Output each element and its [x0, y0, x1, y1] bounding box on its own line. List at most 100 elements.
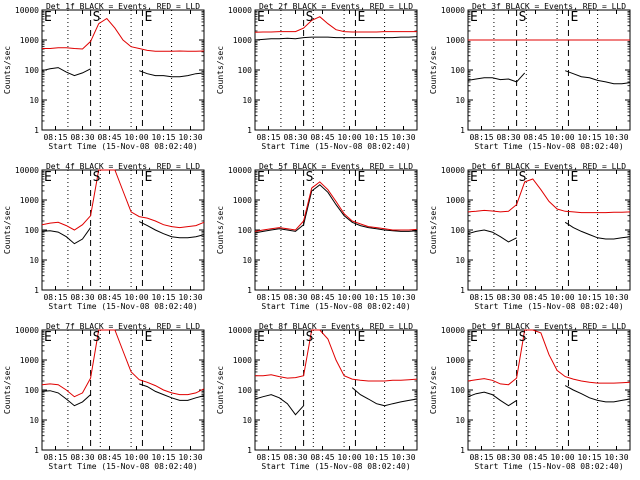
interval-marker-s: S	[519, 330, 527, 345]
x-tick-label: 08:45	[310, 293, 334, 302]
y-axis-label: Counts/sec	[216, 366, 225, 414]
panel-title: Det 7f BLACK = Events, RED = LLD	[46, 322, 200, 331]
x-tick-label: 08:45	[523, 133, 547, 142]
interval-marker-e: E	[470, 10, 478, 25]
panel-det-8f: Det 8f BLACK = Events, RED = LLD 1 10 100 10…	[216, 322, 418, 471]
x-tick-label: 08:15	[43, 133, 67, 142]
panel-det-6f: Det 6f BLACK = Events, RED = LLD 1 10 100 10…	[429, 162, 631, 311]
interval-marker-e: E	[570, 170, 578, 185]
y-tick-label: 10	[455, 256, 465, 265]
x-axis-label: Start Time (15-Nov-08 08:02:40)	[48, 142, 197, 151]
panel-title: Det 1f BLACK = Events, RED = LLD	[46, 2, 200, 11]
x-axis-label: Start Time (15-Nov-08 08:02:40)	[261, 462, 410, 471]
x-tick-label: 08:30	[496, 133, 520, 142]
panel-title: Det 2f BLACK = Events, RED = LLD	[259, 2, 413, 11]
interval-marker-e: E	[257, 10, 265, 25]
series-events-line	[467, 221, 631, 243]
y-tick-label: 1000	[233, 196, 252, 205]
y-tick-label: 10000	[15, 166, 39, 175]
y-tick-label: 1	[34, 446, 39, 455]
interval-marker-e: E	[144, 330, 152, 345]
y-tick-label: 1000	[20, 356, 39, 365]
series-lld-line	[41, 169, 205, 231]
x-axis-label: Start Time (15-Nov-08 08:02:40)	[261, 302, 410, 311]
x-tick-label: 08:15	[469, 293, 493, 302]
series-lld-line	[42, 17, 205, 52]
x-tick-label: 10:15	[151, 133, 175, 142]
y-tick-label: 10000	[15, 326, 39, 335]
y-tick-label: 100	[25, 66, 40, 75]
x-tick-label: 10:00	[550, 293, 574, 302]
panel-title: Det 3f BLACK = Events, RED = LLD	[472, 2, 626, 11]
y-tick-label: 10	[29, 96, 39, 105]
y-tick-label: 1000	[446, 356, 465, 365]
x-tick-label: 08:15	[256, 133, 280, 142]
y-tick-label: 1	[34, 126, 39, 135]
x-tick-label: 10:30	[178, 453, 202, 462]
series-events-line	[467, 385, 631, 407]
interval-marker-e: E	[570, 10, 578, 25]
interval-marker-e: E	[144, 10, 152, 25]
x-tick-label: 08:45	[523, 453, 547, 462]
y-tick-label: 100	[25, 226, 40, 235]
y-tick-label: 1000	[233, 36, 252, 45]
y-tick-label: 1	[460, 126, 465, 135]
y-axis-label: Counts/sec	[3, 366, 12, 414]
y-tick-label: 10000	[228, 6, 252, 15]
series-events-line	[254, 36, 418, 41]
x-tick-label: 10:00	[124, 293, 148, 302]
x-tick-label: 08:45	[310, 453, 334, 462]
panel-title: Det 8f BLACK = Events, RED = LLD	[259, 322, 413, 331]
panel-det-3f: Det 3f BLACK = Events, RED = LLD 1 10 100 10…	[429, 2, 631, 151]
x-tick-label: 08:15	[43, 293, 67, 302]
y-tick-label: 100	[238, 66, 253, 75]
x-tick-label: 10:30	[604, 293, 628, 302]
y-tick-label: 10000	[228, 166, 252, 175]
y-tick-label: 100	[451, 66, 466, 75]
interval-marker-s: S	[93, 330, 101, 345]
y-tick-label: 100	[238, 226, 253, 235]
x-tick-label: 10:15	[364, 293, 388, 302]
x-tick-label: 10:30	[604, 453, 628, 462]
y-axis-label: Counts/sec	[429, 46, 438, 94]
y-axis-label: Counts/sec	[216, 206, 225, 254]
interval-marker-e: E	[44, 330, 52, 345]
interval-marker-e: E	[144, 170, 152, 185]
panel-title: Det 9f BLACK = Events, RED = LLD	[472, 322, 626, 331]
panel-det-4f: Det 4f BLACK = Events, RED = LLD 1 10 100 10…	[3, 162, 205, 311]
x-axis-label: Start Time (15-Nov-08 08:02:40)	[474, 302, 623, 311]
x-tick-label: 10:30	[178, 133, 202, 142]
interval-marker-e: E	[44, 10, 52, 25]
panel-grid: Det 1f BLACK = Events, RED = LLD11010010…	[3, 2, 631, 471]
x-tick-label: 08:45	[523, 293, 547, 302]
series-events-line	[41, 67, 205, 78]
x-tick-label: 08:45	[97, 453, 121, 462]
series-lld-line	[467, 178, 631, 214]
y-tick-label: 1000	[233, 356, 252, 365]
panel-title: Det 6f BLACK = Events, RED = LLD	[472, 162, 626, 171]
x-tick-label: 10:15	[151, 453, 175, 462]
series-events-line	[254, 184, 418, 234]
x-tick-label: 10:00	[337, 133, 361, 142]
interval-marker-s: S	[93, 10, 101, 25]
x-tick-label: 08:15	[256, 293, 280, 302]
series-lld-line	[254, 181, 418, 232]
interval-marker-e: E	[257, 170, 265, 185]
x-tick-label: 10:00	[337, 293, 361, 302]
series-lld-line	[255, 329, 418, 382]
interval-marker-e: E	[357, 10, 365, 25]
x-tick-label: 08:45	[97, 133, 121, 142]
panel-title: Det 5f BLACK = Events, RED = LLD	[259, 162, 413, 171]
interval-marker-e: E	[357, 170, 365, 185]
interval-marker-s: S	[306, 170, 314, 185]
x-tick-label: 10:30	[391, 293, 415, 302]
x-tick-label: 10:15	[364, 133, 388, 142]
interval-marker-e: E	[44, 170, 52, 185]
interval-marker-e: E	[357, 330, 365, 345]
y-tick-label: 10	[455, 96, 465, 105]
x-axis-label: Start Time (15-Nov-08 08:02:40)	[48, 462, 197, 471]
interval-marker-s: S	[519, 10, 527, 25]
y-tick-label: 10000	[441, 326, 465, 335]
x-tick-label: 10:30	[604, 133, 628, 142]
